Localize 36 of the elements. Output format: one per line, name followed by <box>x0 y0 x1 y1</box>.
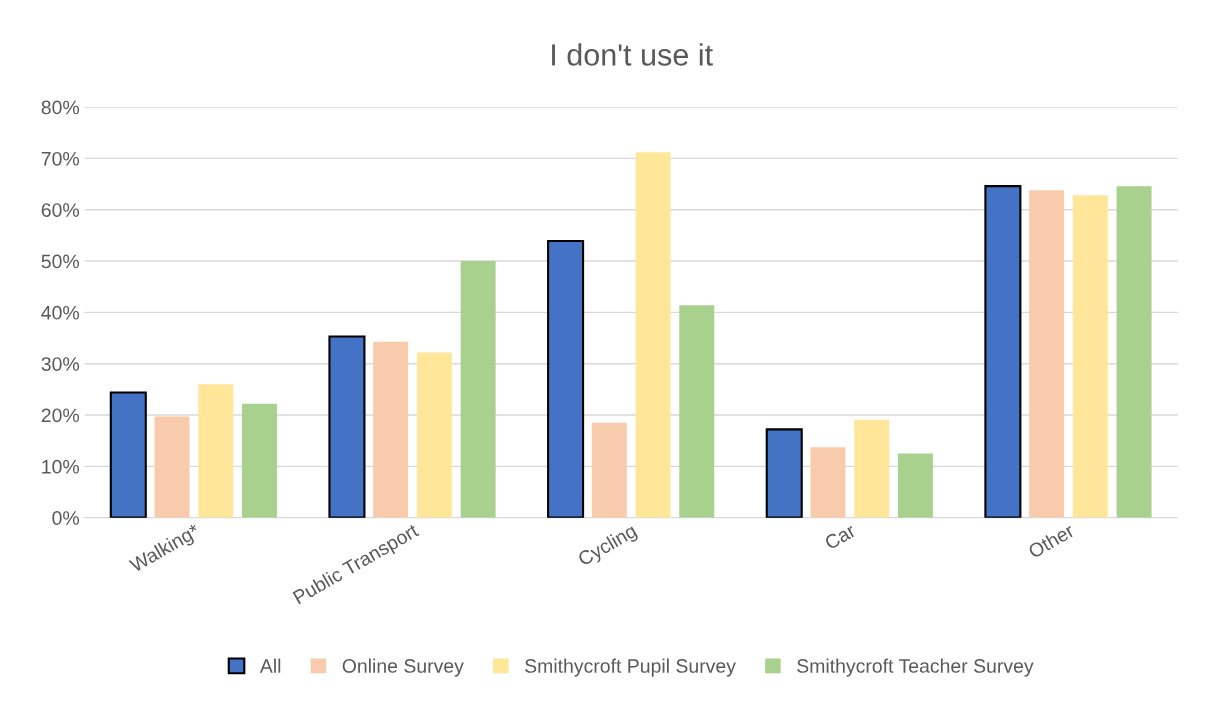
bar <box>328 335 366 518</box>
y-tick-label: 50% <box>41 254 80 269</box>
bar <box>460 261 496 518</box>
bar <box>241 403 277 518</box>
legend-label: All <box>259 658 281 673</box>
y-tick-label: 80% <box>41 100 80 115</box>
bar <box>373 341 409 518</box>
bar <box>547 240 585 518</box>
y-tick-label: 0% <box>52 511 80 525</box>
bar <box>154 416 190 518</box>
bar <box>984 185 1022 518</box>
bar <box>1116 186 1152 518</box>
y-tick-label: 40% <box>41 305 80 320</box>
legend-label: Smithycroft Teacher Survey <box>797 658 1034 677</box>
bar <box>897 453 933 518</box>
chart-title: I don't use it <box>552 43 713 66</box>
x-tick-label: Car <box>823 523 857 551</box>
y-tick-label: 70% <box>41 151 80 166</box>
bar <box>198 384 234 518</box>
bar <box>854 419 890 518</box>
bar <box>591 422 627 518</box>
y-tick-label: 30% <box>41 357 80 371</box>
y-tick-label: 20% <box>41 408 80 423</box>
bar <box>109 391 147 518</box>
bar <box>635 152 671 518</box>
legend-label: Online Survey <box>342 658 464 677</box>
bar <box>765 428 803 518</box>
y-tick-label: 60% <box>41 203 80 217</box>
bar <box>1029 190 1065 518</box>
x-tick-label: Other <box>1027 522 1076 559</box>
bar <box>1072 195 1108 518</box>
bar <box>416 352 452 518</box>
bar <box>679 305 715 518</box>
bar <box>810 447 846 518</box>
legend-label: Smithycroft Pupil Survey <box>525 658 736 677</box>
y-tick-label: 10% <box>42 459 80 474</box>
